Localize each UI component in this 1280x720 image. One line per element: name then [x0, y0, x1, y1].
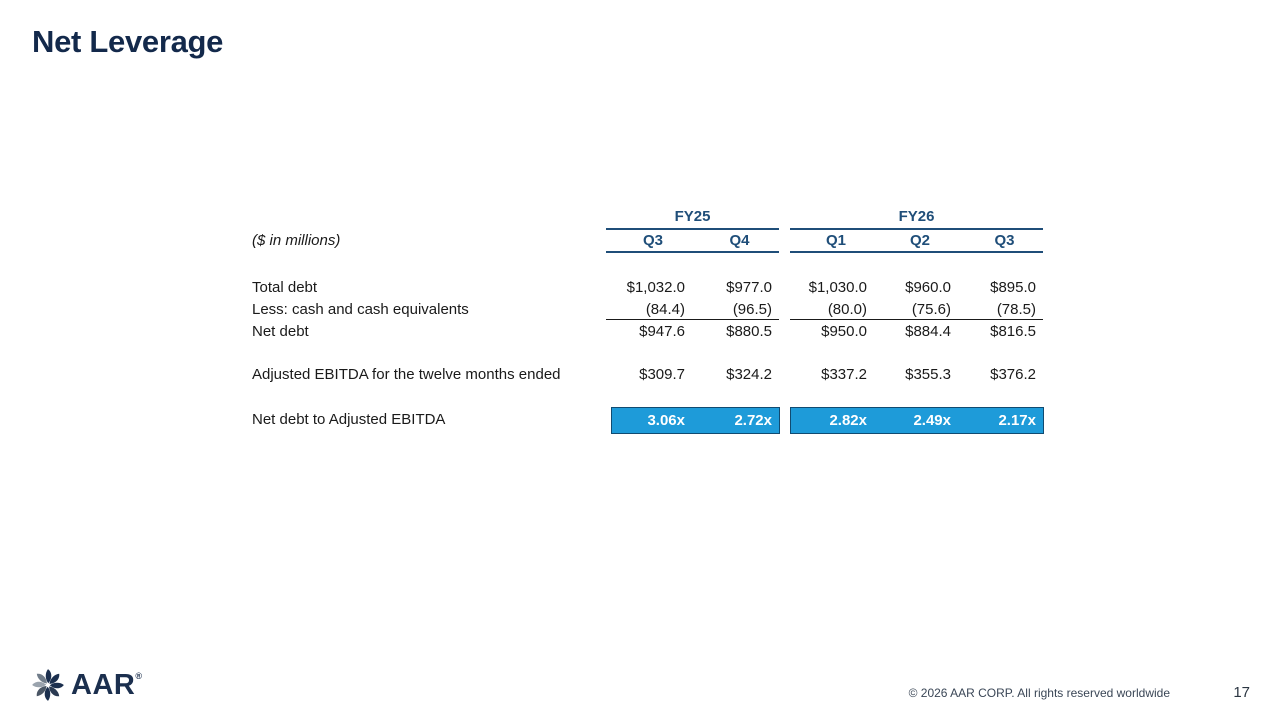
fy25-subtotal-rule — [606, 319, 779, 320]
cell-less-cash-fy26-q1: (80.0) — [827, 301, 867, 318]
fy25-quarters-underline — [606, 251, 779, 253]
aar-logo: AAR® — [30, 667, 142, 703]
column-header-fy26-q2: Q2 — [909, 232, 930, 249]
row-label-less-cash: Less: cash and cash equivalents — [252, 301, 469, 318]
cell-net-debt-fy26-q2: $884.4 — [905, 323, 951, 340]
cell-net-debt-fy26-q3: $816.5 — [990, 323, 1036, 340]
fy26-quarters-underline — [790, 251, 1043, 253]
row-label-adjusted-ebitda: Adjusted EBITDA for the twelve months en… — [252, 366, 561, 383]
cell-ratio-fy26-q1: 2.82x — [829, 412, 867, 429]
column-group-fy26: FY26 — [790, 206, 1043, 230]
cell-total-debt-fy26-q1: $1,030.0 — [808, 279, 867, 296]
cell-ebitda-fy26-q2: $355.3 — [905, 366, 951, 383]
cell-ebitda-fy26-q3: $376.2 — [990, 366, 1036, 383]
row-label-total-debt: Total debt — [252, 279, 318, 296]
cell-ebitda-fy26-q1: $337.2 — [821, 366, 867, 383]
page-title: Net Leverage — [32, 24, 224, 59]
cell-total-debt-fy25-q3: $1,032.0 — [626, 279, 685, 296]
cell-less-cash-fy26-q2: (75.6) — [911, 301, 951, 318]
fy26-subtotal-rule — [790, 319, 1043, 320]
cell-total-debt-fy26-q2: $960.0 — [905, 279, 951, 296]
units-label: ($ in millions) — [252, 232, 341, 249]
column-header-fy26-q3: Q3 — [994, 232, 1015, 249]
cell-ratio-fy25-q3: 3.06x — [647, 412, 685, 429]
registered-trademark: ® — [135, 671, 143, 681]
aar-logo-text: AAR® — [71, 669, 143, 701]
cell-less-cash-fy25-q3: (84.4) — [645, 301, 685, 318]
cell-less-cash-fy26-q3: (78.5) — [996, 301, 1036, 318]
row-label-net-leverage-ratio: Net debt to Adjusted EBITDA — [252, 411, 446, 428]
cell-total-debt-fy25-q4: $977.0 — [726, 279, 772, 296]
cell-net-debt-fy25-q3: $947.6 — [639, 323, 685, 340]
cell-net-debt-fy26-q1: $950.0 — [821, 323, 867, 340]
page-number: 17 — [1233, 684, 1250, 701]
cell-total-debt-fy26-q3: $895.0 — [990, 279, 1036, 296]
cell-ratio-fy26-q2: 2.49x — [913, 412, 951, 429]
column-group-fy25: FY25 — [606, 206, 779, 230]
highlight-box-fy25 — [611, 407, 780, 434]
highlight-box-fy26 — [790, 407, 1044, 434]
row-label-net-debt: Net debt — [252, 323, 309, 340]
column-header-fy26-q1: Q1 — [825, 232, 846, 249]
copyright-text: © 2026 AAR CORP. All rights reserved wor… — [908, 686, 1170, 700]
cell-ratio-fy26-q3: 2.17x — [998, 412, 1036, 429]
aar-turbine-icon — [32, 669, 64, 701]
cell-less-cash-fy25-q4: (96.5) — [732, 301, 772, 318]
cell-net-debt-fy25-q4: $880.5 — [726, 323, 772, 340]
column-header-fy25-q3: Q3 — [642, 232, 663, 249]
cell-ebitda-fy25-q4: $324.2 — [726, 366, 772, 383]
cell-ebitda-fy25-q3: $309.7 — [639, 366, 685, 383]
cell-ratio-fy25-q4: 2.72x — [734, 412, 772, 429]
column-header-fy25-q4: Q4 — [729, 232, 750, 249]
